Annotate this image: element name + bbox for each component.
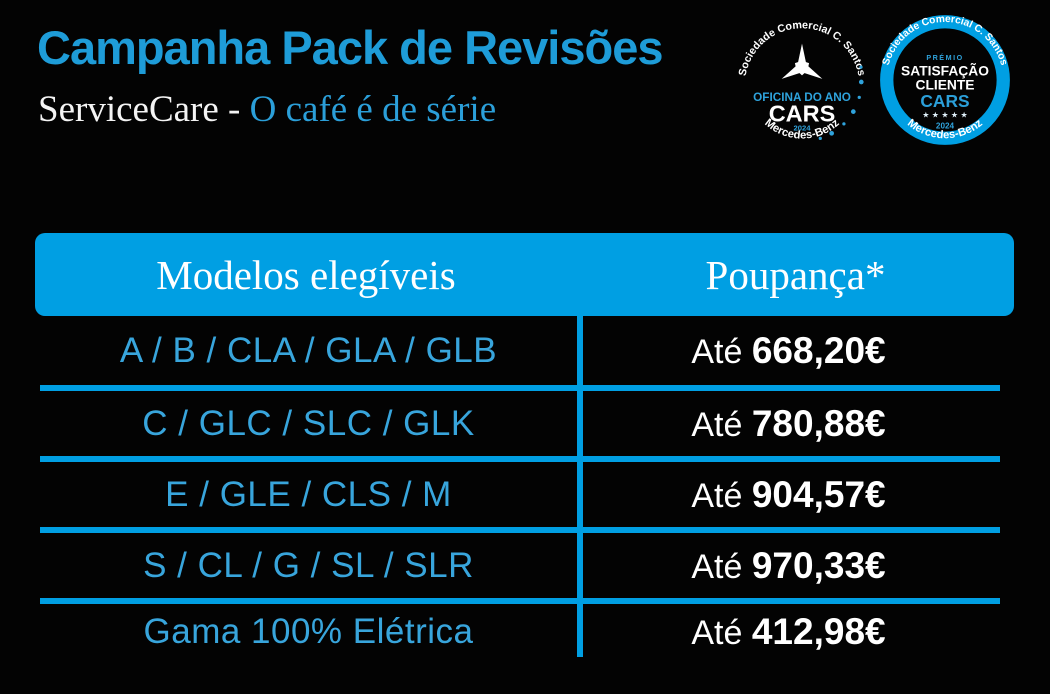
- table-row: A / B / CLA / GLA / GLB Até 668,20€: [40, 316, 1000, 385]
- badge1-org: CARS: [769, 100, 836, 126]
- models-cell: Gama 100% Elétrica: [143, 612, 474, 651]
- table-row: Gama 100% Elétrica Até 412,98€: [40, 604, 1000, 660]
- table-header: Modelos elegíveis Poupança*: [35, 233, 1014, 316]
- badge2-award-line1: SATISFAÇÃO: [901, 61, 989, 78]
- savings-value: 970,33€: [751, 544, 886, 586]
- badge2-stars: ★ ★ ★ ★ ★: [922, 110, 968, 119]
- badge2-ring: [880, 15, 1010, 145]
- table-row: C / GLC / SLC / GLK Até 780,88€: [40, 391, 1000, 456]
- savings-prefix: Até: [691, 332, 752, 371]
- badge2-premio: PRÉMIO: [926, 53, 963, 62]
- badge2-org: CARS: [920, 91, 969, 111]
- column-header-models: Modelos elegíveis: [156, 251, 456, 298]
- savings-cell: Até 970,33€: [577, 545, 1000, 587]
- savings-cell: Até 668,20€: [577, 330, 1000, 372]
- subtitle-servicecare: ServiceCare -: [38, 89, 250, 130]
- table-row-divider: [40, 456, 1000, 462]
- savings-prefix: Até: [691, 405, 752, 444]
- savings-value: 780,88€: [751, 402, 886, 444]
- models-cell: E / GLE / CLS / M: [165, 474, 452, 514]
- badge1-year: 2024: [793, 124, 811, 133]
- campaign-subtitle: ServiceCare - O café é de série: [38, 89, 497, 131]
- badge-satisfacao-cliente: Sociedade Comercial C. Santos PRÉMIO SAT…: [880, 14, 1010, 145]
- savings-value: 668,20€: [751, 329, 886, 371]
- savings-value: 412,98€: [751, 611, 886, 652]
- table-row-divider: [40, 385, 1000, 391]
- models-cell: S / CL / G / SL / SLR: [143, 545, 474, 585]
- models-cell: C / GLC / SLC / GLK: [142, 403, 475, 443]
- table-row: E / GLE / CLS / M Até 904,57€: [40, 462, 1000, 527]
- table-row: S / CL / G / SL / SLR Até 970,33€: [40, 533, 1000, 598]
- savings-prefix: Até: [691, 547, 752, 586]
- savings-prefix: Até: [691, 476, 752, 515]
- column-header-savings: Poupança*: [705, 251, 886, 298]
- mercedes-star-icon: [781, 43, 823, 79]
- badge1-dot-arc: [818, 65, 864, 141]
- table-vertical-divider: [577, 316, 583, 657]
- savings-cell: Até 904,57€: [577, 474, 1000, 516]
- savings-value: 904,57€: [751, 473, 886, 515]
- savings-cell: Até 780,88€: [577, 403, 1000, 445]
- badge1-award-line: OFICINA DO ANO: [753, 91, 851, 104]
- savings-cell: Até 412,98€: [577, 611, 1000, 653]
- campaign-title: Campanha Pack de Revisões: [37, 21, 663, 74]
- savings-prefix: Até: [691, 614, 752, 652]
- subtitle-tagline: O café é de série: [249, 89, 497, 130]
- table-row-divider: [40, 598, 1000, 604]
- models-cell: A / B / CLA / GLA / GLB: [119, 330, 498, 370]
- badge-oficina-do-ano: Sociedade Comercial C. Santos OFICINA DO…: [737, 19, 868, 142]
- badge2-award-line2: CLIENTE: [915, 78, 974, 93]
- table-row-divider: [40, 527, 1000, 533]
- badge2-year: 2024: [936, 122, 955, 131]
